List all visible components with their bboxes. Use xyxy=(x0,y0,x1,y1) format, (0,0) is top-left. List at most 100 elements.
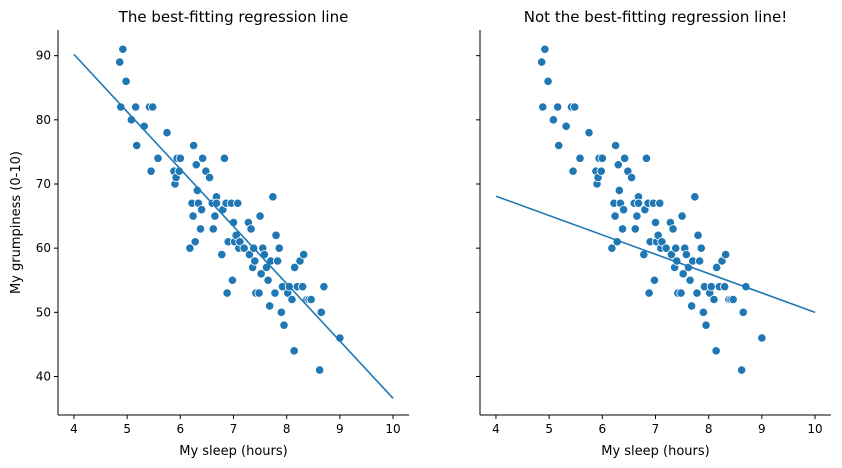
data-point xyxy=(555,141,563,149)
data-point xyxy=(576,154,584,162)
data-point xyxy=(198,154,206,162)
data-point xyxy=(212,199,220,207)
data-point xyxy=(228,276,236,284)
chart-title: Not the best-fitting regression line! xyxy=(524,8,787,26)
data-point xyxy=(255,289,263,297)
data-point xyxy=(154,154,162,162)
y-tick-label: 80 xyxy=(36,113,51,127)
data-point xyxy=(737,366,745,374)
y-tick-label: 60 xyxy=(36,241,51,255)
data-point xyxy=(189,212,197,220)
data-point xyxy=(702,321,710,329)
data-point xyxy=(729,295,737,303)
data-point xyxy=(275,244,283,252)
x-tick-label: 8 xyxy=(283,422,291,436)
data-point xyxy=(539,103,547,111)
data-point xyxy=(265,302,273,310)
data-point xyxy=(562,122,570,130)
y-axis-label: My grumpiness (0-10) xyxy=(9,151,24,294)
x-tick-label: 8 xyxy=(705,422,713,436)
x-tick-label: 6 xyxy=(176,422,184,436)
y-tick-label: 70 xyxy=(36,177,51,191)
data-point xyxy=(695,257,703,265)
data-point xyxy=(650,276,658,284)
data-point xyxy=(209,225,217,233)
x-tick-label: 10 xyxy=(807,422,822,436)
data-point xyxy=(205,173,213,181)
data-point xyxy=(739,308,747,316)
data-point xyxy=(677,289,685,297)
data-point xyxy=(697,244,705,252)
x-tick-label: 10 xyxy=(385,422,400,436)
data-point xyxy=(699,308,707,316)
data-point xyxy=(280,321,288,329)
regression-line xyxy=(496,196,815,312)
data-point xyxy=(619,205,627,213)
data-point xyxy=(133,141,141,149)
x-tick-label: 6 xyxy=(598,422,606,436)
data-point xyxy=(553,103,561,111)
data-point xyxy=(544,77,552,85)
data-point xyxy=(693,289,701,297)
data-point xyxy=(570,103,578,111)
data-point xyxy=(691,193,699,201)
data-point xyxy=(300,250,308,258)
data-point xyxy=(620,154,628,162)
data-point xyxy=(307,295,315,303)
data-point xyxy=(611,212,619,220)
data-point xyxy=(148,103,156,111)
y-tick-label: 40 xyxy=(36,370,51,384)
data-point xyxy=(317,308,325,316)
data-point xyxy=(320,282,328,290)
data-point xyxy=(633,212,641,220)
data-point xyxy=(191,238,199,246)
data-point xyxy=(196,225,204,233)
data-point xyxy=(672,244,680,252)
data-point xyxy=(220,154,228,162)
data-point xyxy=(678,212,686,220)
x-tick-label: 7 xyxy=(230,422,238,436)
data-point xyxy=(315,366,323,374)
data-point xyxy=(176,154,184,162)
data-point xyxy=(611,141,619,149)
data-point xyxy=(197,205,205,213)
data-point xyxy=(598,154,606,162)
data-point xyxy=(720,282,728,290)
data-point xyxy=(686,276,694,284)
data-point xyxy=(218,250,226,258)
data-point xyxy=(277,308,285,316)
data-point xyxy=(247,225,255,233)
data-point xyxy=(537,58,545,66)
data-point xyxy=(298,282,306,290)
data-point xyxy=(288,295,296,303)
x-tick-label: 4 xyxy=(492,422,500,436)
data-point xyxy=(618,225,626,233)
data-point xyxy=(656,199,664,207)
data-point xyxy=(147,167,155,175)
data-point xyxy=(549,116,557,124)
chart-panel-1: 4 5 6 7 8 9 10 40 50 60 70 80 90 The best-fitting reg… xyxy=(9,8,409,459)
data-point xyxy=(569,167,577,175)
data-point xyxy=(634,199,642,207)
data-point xyxy=(273,257,281,265)
data-point xyxy=(115,58,123,66)
x-tick-label: 7 xyxy=(652,422,660,436)
data-point xyxy=(122,77,130,85)
data-point xyxy=(631,225,639,233)
data-point xyxy=(669,225,677,233)
data-point xyxy=(585,128,593,136)
data-point xyxy=(615,186,623,194)
data-point xyxy=(211,212,219,220)
y-tick-label: 50 xyxy=(36,305,51,319)
data-point xyxy=(627,173,635,181)
data-point xyxy=(269,193,277,201)
data-point xyxy=(264,276,272,284)
data-point xyxy=(251,257,259,265)
x-tick-label: 5 xyxy=(123,422,131,436)
data-point xyxy=(234,199,242,207)
data-point xyxy=(119,45,127,53)
data-point xyxy=(189,141,197,149)
data-point xyxy=(712,347,720,355)
y-tick-label: 90 xyxy=(36,49,51,63)
